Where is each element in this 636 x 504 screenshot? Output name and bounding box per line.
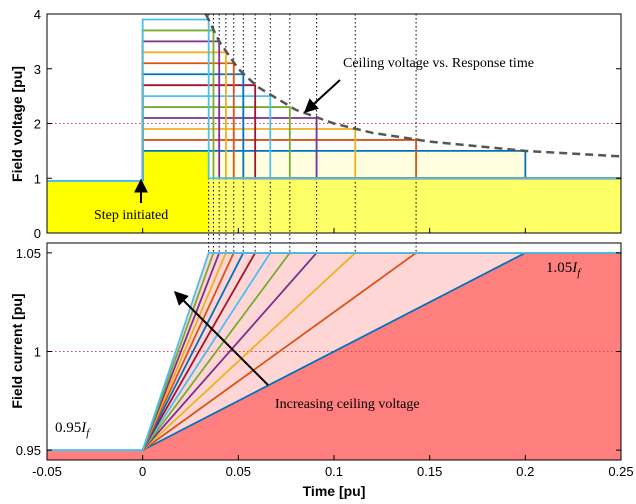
- bottom-xtick-label: -0.05: [32, 464, 62, 479]
- annot-ceiling-arrow: [303, 79, 341, 113]
- top-ytick-label: 3: [34, 62, 41, 77]
- annot-step: Step initiated: [94, 208, 168, 223]
- top-ytick-label: 0: [34, 226, 41, 241]
- label-high-sub: f: [577, 267, 582, 279]
- top-fills: [47, 150, 621, 233]
- bottom-panel: 0.95 1 1.05 -0.05 0 0.05 0.1 0.15 0.2 0.25 Field…: [9, 228, 634, 499]
- label-low-current: 0.95If: [55, 420, 91, 439]
- bottom-ytick-label: 1: [34, 345, 41, 360]
- top-ytick-label: 4: [34, 7, 41, 22]
- label-high-var: I: [571, 260, 578, 276]
- bottom-series: [47, 251, 621, 452]
- bottom-xlabel: Time [pu]: [303, 483, 366, 499]
- label-low-coef: 0.95: [55, 420, 81, 436]
- top-ytick-label: 1: [34, 171, 41, 186]
- bottom-fills: [47, 252, 621, 460]
- top-yticks: 0 1 2 3 4: [34, 7, 621, 241]
- bottom-xtick-label: 0.2: [516, 464, 534, 479]
- pulse-fill-strong: [142, 150, 209, 233]
- annot-increasing: Increasing ceiling voltage: [275, 397, 420, 412]
- prestep-fill: [47, 180, 143, 233]
- annot-ceiling: Ceiling voltage vs. Response time: [343, 56, 534, 71]
- top-panel: 0 1 2 3 4 Field voltage [pu] Ceiling voltage…: [9, 7, 622, 460]
- bottom-xtick-label: 0.15: [417, 464, 442, 479]
- bottom-yticks: 0.95 1 1.05: [16, 246, 621, 458]
- current-fill-strong: [47, 252, 621, 460]
- bottom-xtick-label: 0.05: [226, 464, 251, 479]
- current-series-line: [141, 251, 621, 451]
- label-low-sub: f: [86, 427, 91, 439]
- bottom-ytick-label: 0.95: [16, 443, 41, 458]
- base-fill: [142, 178, 621, 233]
- bottom-xticks: -0.05 0 0.05 0.1 0.15 0.2 0.25: [32, 228, 634, 479]
- bottom-ytick-label: 1.05: [16, 246, 41, 261]
- label-high-coef: 1.05: [546, 260, 572, 276]
- bottom-ylabel: Field current [pu]: [9, 293, 25, 408]
- annot-increasing-arrow: [174, 291, 269, 386]
- top-ylabel: Field voltage [pu]: [9, 66, 25, 182]
- label-high-current: 1.05If: [546, 260, 582, 279]
- ceiling-envelope-curve: [204, 13, 622, 158]
- label-low-var: I: [80, 420, 87, 436]
- bottom-xtick-label: 0.1: [325, 464, 343, 479]
- top-ytick-label: 2: [34, 117, 41, 132]
- bottom-xtick-label: 0: [139, 464, 146, 479]
- bottom-xtick-label: 0.25: [608, 464, 633, 479]
